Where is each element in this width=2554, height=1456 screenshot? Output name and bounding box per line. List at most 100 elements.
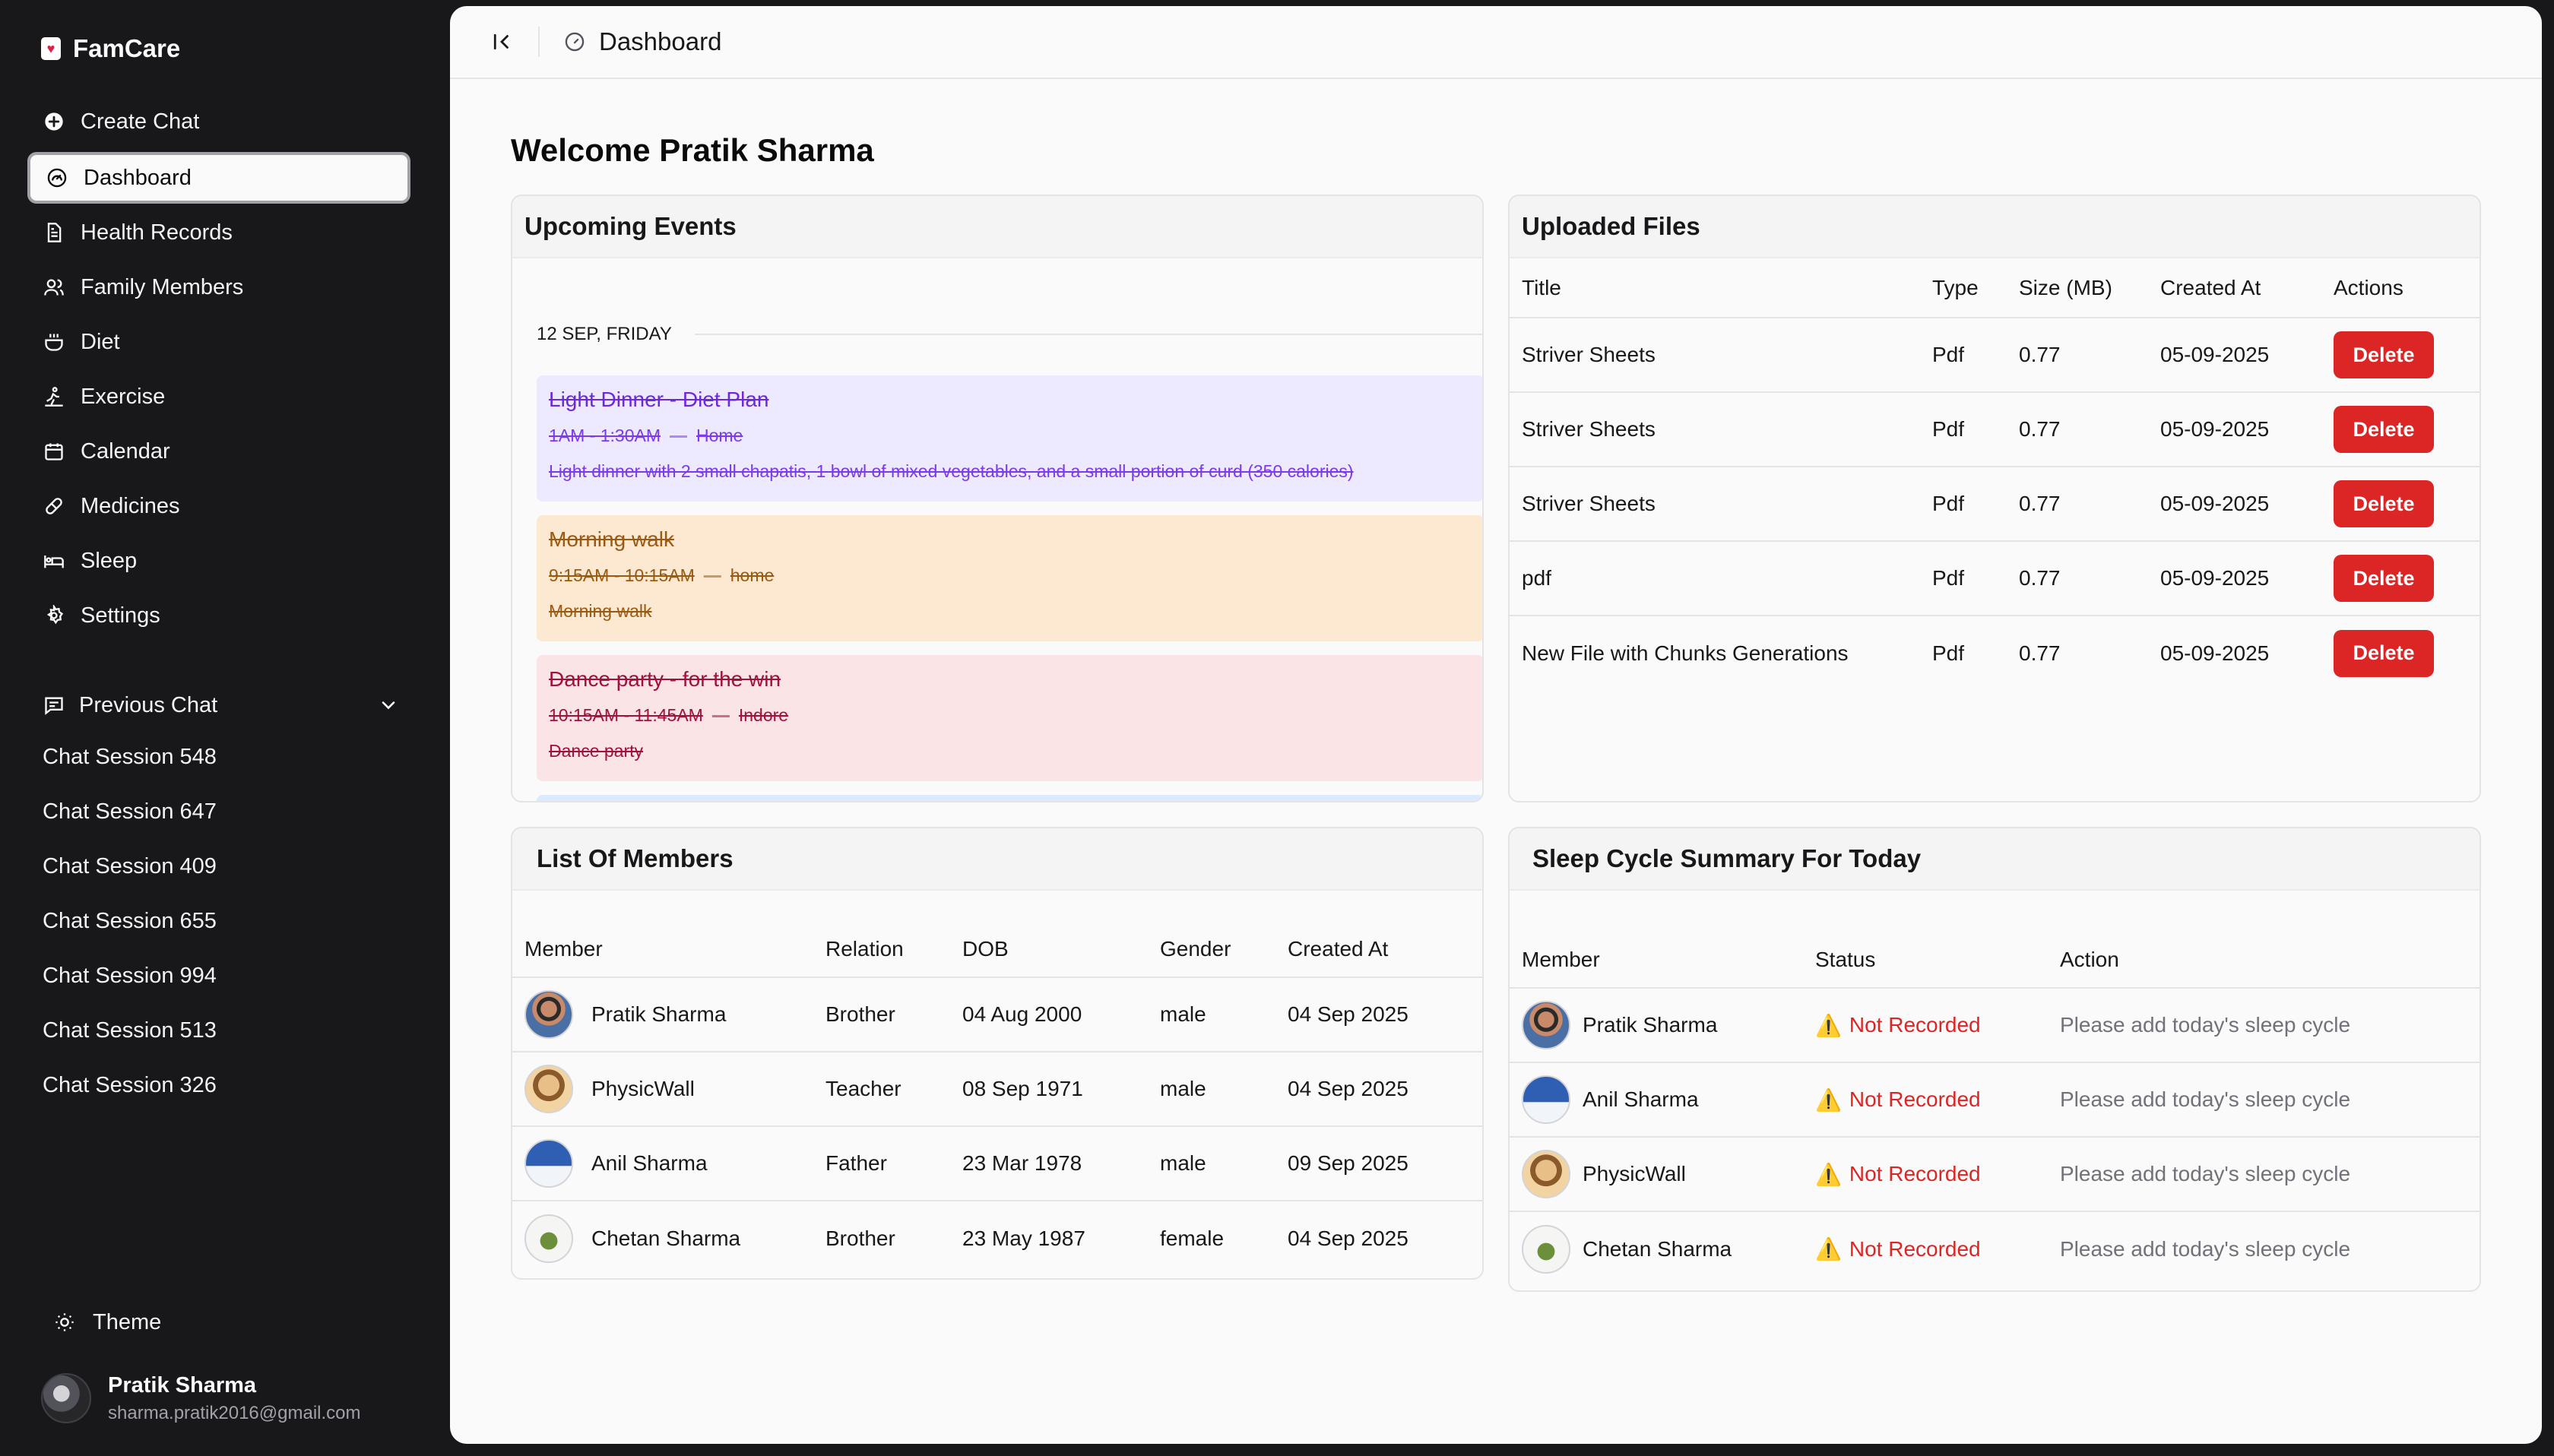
actions-cell: Delete xyxy=(2334,317,2480,392)
warning-icon: ⚠️ xyxy=(1815,1237,1842,1261)
event-item[interactable]: Morning walk 9:15AM - 10:15AM — home Mor… xyxy=(537,515,1482,641)
uploaded-files-card: Uploaded Files Title Type Size (MB) Crea… xyxy=(1508,195,2481,802)
member-cell: Anil Sharma xyxy=(512,1125,825,1201)
sleep-action-text[interactable]: Please add today's sleep cycle xyxy=(2060,1136,2480,1211)
file-title: Striver Sheets xyxy=(1510,391,1932,467)
actions-cell: Delete xyxy=(2334,615,2480,690)
file-type: Pdf xyxy=(1932,391,2019,467)
event-meta: 9:15AM - 10:15AM — home xyxy=(549,565,1472,586)
event-place: Home xyxy=(696,426,743,445)
nav-label: Dashboard xyxy=(84,165,192,190)
member-gender: male xyxy=(1160,976,1288,1052)
file-size: 0.77 xyxy=(2019,540,2160,616)
previous-chat-toggle[interactable]: Previous Chat xyxy=(43,688,400,722)
nav-sleep[interactable]: Sleep xyxy=(27,535,410,587)
member-gender: male xyxy=(1160,1125,1288,1201)
file-title: Striver Sheets xyxy=(1510,317,1932,392)
nav-exercise[interactable]: Exercise xyxy=(27,371,410,423)
theme-toggle[interactable]: Theme xyxy=(53,1306,161,1339)
member-name: Chetan Sharma xyxy=(591,1226,741,1250)
table-row: Anil Sharma ⚠️ Not Recorded Please add to… xyxy=(1510,1062,2480,1137)
member-name: Anil Sharma xyxy=(1583,1087,1699,1111)
main-nav: Create Chat Dashboard Health Records Fam… xyxy=(27,94,410,644)
member-created-at: 04 Sep 2025 xyxy=(1288,1200,1482,1275)
message-square-icon xyxy=(43,694,65,717)
sleep-summary-card: Sleep Cycle Summary For Today Member Sta… xyxy=(1508,827,2481,1292)
nav-diet[interactable]: Diet xyxy=(27,316,410,368)
exercise-icon xyxy=(43,385,65,408)
chat-session-item[interactable]: Chat Session 994 xyxy=(43,963,217,988)
user-profile[interactable]: Pratik Sharma sharma.pratik2016@gmail.co… xyxy=(41,1368,361,1429)
sleep-action-text[interactable]: Please add today's sleep cycle xyxy=(2060,1062,2480,1137)
status-cell: ⚠️ Not Recorded xyxy=(1815,1062,2060,1137)
card-title: Uploaded Files xyxy=(1510,196,2480,258)
page-title: Welcome Pratik Sharma xyxy=(511,132,874,168)
delete-button[interactable]: Delete xyxy=(2334,480,2434,527)
delete-button[interactable]: Delete xyxy=(2334,555,2434,602)
nav-health-records[interactable]: Health Records xyxy=(27,207,410,258)
table-row: Chetan Sharma ⚠️ Not Recorded Please add … xyxy=(1510,1211,2480,1286)
panel-collapse-icon xyxy=(493,33,509,50)
delete-button[interactable]: Delete xyxy=(2334,629,2434,677)
chat-session-item[interactable]: Chat Session 513 xyxy=(43,1018,217,1043)
event-item[interactable]: Light Dinner - Diet Plan 1AM - 1:30AM — … xyxy=(537,375,1482,502)
plus-circle-icon xyxy=(43,110,65,133)
nav-settings[interactable]: Settings xyxy=(27,590,410,641)
nav-create-chat[interactable]: Create Chat xyxy=(27,94,410,149)
table-row: pdf Pdf 0.77 05-09-2025 Delete xyxy=(1510,540,2480,616)
table-row: Striver Sheets Pdf 0.77 05-09-2025 Delet… xyxy=(1510,391,2480,467)
status-cell: ⚠️ Not Recorded xyxy=(1815,1136,2060,1211)
user-email: sharma.pratik2016@gmail.com xyxy=(108,1402,361,1423)
nav-calendar[interactable]: Calendar xyxy=(27,426,410,477)
member-cell: PhysicWall xyxy=(1510,1136,1815,1211)
event-description: Morning walk xyxy=(549,601,652,621)
column-header: Member xyxy=(1522,948,1600,971)
collapse-sidebar-button[interactable] xyxy=(486,27,517,57)
member-created-at: 09 Sep 2025 xyxy=(1288,1125,1482,1201)
pill-icon xyxy=(43,495,65,518)
event-meta: 10:15AM - 11:45AM — Indore xyxy=(549,705,1472,726)
file-type: Pdf xyxy=(1932,466,2019,541)
event-item[interactable]: Dance party - for the win 10:15AM - 11:4… xyxy=(537,655,1482,781)
member-created-at: 04 Sep 2025 xyxy=(1288,976,1482,1052)
sleep-action-text[interactable]: Please add today's sleep cycle xyxy=(2060,987,2480,1062)
file-type: Pdf xyxy=(1932,615,2019,690)
nav-dashboard[interactable]: Dashboard xyxy=(27,152,410,204)
table-row[interactable]: Anil Sharma Father 23 Mar 1978 male 09 S… xyxy=(512,1125,1482,1201)
event-place: Indore xyxy=(738,705,789,725)
nav-family-members[interactable]: Family Members xyxy=(27,261,410,313)
member-cell: Pratik Sharma xyxy=(512,976,825,1052)
breadcrumb-current: Dashboard xyxy=(599,27,722,55)
event-time: 1AM - 1:30AM xyxy=(549,426,661,445)
chat-session-item[interactable]: Chat Session 409 xyxy=(43,853,217,878)
delete-button[interactable]: Delete xyxy=(2334,331,2434,378)
member-name: Pratik Sharma xyxy=(1583,1013,1718,1037)
chat-session-item[interactable]: Chat Session 326 xyxy=(43,1072,217,1097)
warning-icon: ⚠️ xyxy=(1815,1087,1842,1112)
separator: — xyxy=(703,565,721,585)
nav-label: Create Chat xyxy=(81,109,200,134)
table-row[interactable]: PhysicWall Teacher 08 Sep 1971 male 04 S… xyxy=(512,1051,1482,1126)
file-type: Pdf xyxy=(1932,540,2019,616)
chat-session-item[interactable]: Chat Session 647 xyxy=(43,799,217,824)
nav-label: Sleep xyxy=(81,548,138,573)
chat-session-item[interactable]: Chat Session 655 xyxy=(43,908,217,933)
member-dob: 08 Sep 1971 xyxy=(962,1051,1160,1126)
event-item-partial[interactable] xyxy=(537,795,1482,801)
member-relation: Brother xyxy=(825,976,962,1052)
chat-session-item[interactable]: Chat Session 548 xyxy=(43,744,217,769)
divider xyxy=(538,27,540,57)
table-row[interactable]: Pratik Sharma Brother 04 Aug 2000 male 0… xyxy=(512,976,1482,1052)
sleep-action-text[interactable]: Please add today's sleep cycle xyxy=(2060,1211,2480,1286)
status-cell: ⚠️ Not Recorded xyxy=(1815,1211,2060,1286)
table-row[interactable]: Chetan Sharma Brother 23 May 1987 female… xyxy=(512,1200,1482,1275)
file-size: 0.77 xyxy=(2019,391,2160,467)
delete-button[interactable]: Delete xyxy=(2334,406,2434,453)
nav-medicines[interactable]: Medicines xyxy=(27,480,410,532)
warning-icon: ⚠️ xyxy=(1815,1162,1842,1186)
avatar xyxy=(524,990,573,1039)
chat-session-list: Chat Session 548 Chat Session 647 Chat S… xyxy=(43,730,407,1113)
table-row: New File with Chunks Generations Pdf 0.7… xyxy=(1510,615,2480,690)
brand[interactable]: ♥ FamCare xyxy=(41,33,180,64)
file-icon xyxy=(43,221,65,244)
